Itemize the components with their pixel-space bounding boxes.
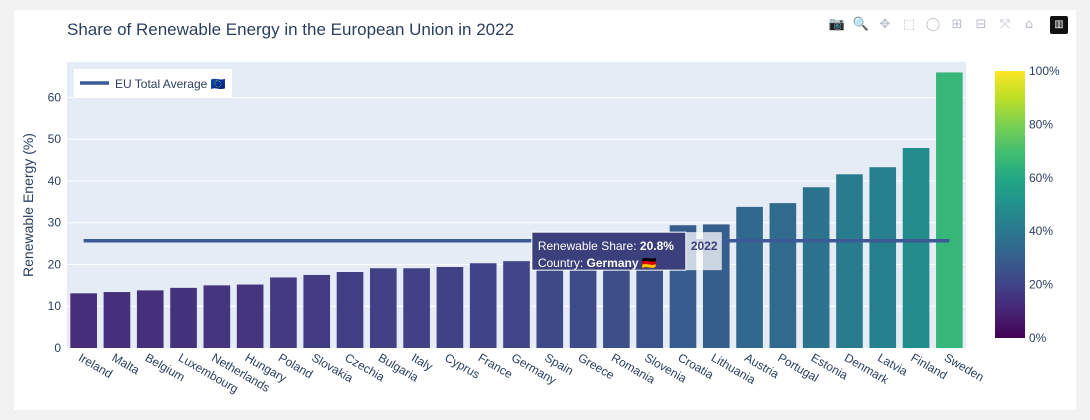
hover-line-share: Renewable Share: 20.8% [538,239,674,253]
x-tick-label: France [476,350,516,381]
legend-label: EU Total Average 🇪🇺 [115,77,226,91]
pan-icon[interactable]: ✥ [879,17,891,32]
bar-czechia [336,272,364,348]
colorbar-tick-label: 40% [1029,224,1053,238]
hover-tooltip-extra-box [685,232,722,271]
zoom-out-icon[interactable]: ⊟ [975,17,987,32]
hover-line-country: Country: Germany 🇩🇪 [538,256,657,270]
bar-bulgaria [369,268,397,348]
bar-luxembourg [170,287,197,348]
camera-icon[interactable]: 📷 [828,17,846,32]
y-tick-label: 30 [48,216,62,230]
zoom-in-icon[interactable]: ⊞ [951,17,963,32]
bar-denmark [836,174,863,348]
bar-estonia [802,187,830,348]
bar-netherlands [203,285,231,348]
colorbar-tick-label: 20% [1029,278,1053,292]
bar-malta [103,292,131,348]
x-tick-label: Greece [576,350,617,382]
y-tick-label: 0 [54,341,61,355]
bar-chart: 0 10 20 30 40 50 60 Renewable Energy (%) Ireland… [20,62,1060,396]
colorbar-tick-label: 100% [1029,64,1060,78]
x-tick-label: Cyprus [442,350,482,381]
bar-hungary [236,284,264,348]
bar-spain [536,255,564,348]
chart-title: Share of Renewable Energy in the Europea… [67,20,515,39]
y-tick-label: 40 [48,174,62,188]
zoom-icon[interactable]: 🔍 [852,17,870,32]
y-tick-label: 60 [48,90,62,104]
y-tick-label: 20 [48,257,62,271]
x-tick-label: Ireland [76,350,115,380]
bar-cyprus [436,267,464,348]
x-tick-label: Finland [909,350,950,382]
hover-extra-label: 2022 [691,239,718,253]
plotly-logo-icon[interactable]: ▥ [1050,16,1068,34]
chart-card: Share of Renewable Energy in the Europea… [14,10,1076,410]
bar-belgium [136,290,164,348]
bar-slovakia [303,274,331,348]
y-tick-label: 50 [48,132,62,146]
bar-poland [270,277,297,348]
bar-sweden [936,72,963,348]
y-axis-title: Renewable Energy (%) [20,133,36,277]
colorbar-tick-label: 60% [1029,171,1053,185]
bar-france [469,263,497,348]
bar-ireland [70,293,97,348]
y-tick-label: 10 [48,299,62,313]
colorbar [995,71,1025,338]
bar-italy [403,268,430,348]
hover-tooltip [531,231,687,271]
bar-latvia [869,167,897,348]
x-tick-label: Sweden [942,350,987,384]
colorbar-tick-label: 0% [1029,331,1047,345]
reset-axes-icon[interactable]: ⌂ [1024,17,1034,32]
x-tick-label: Malta [109,350,142,377]
bar-finland [902,148,930,348]
box-select-icon[interactable]: ⬚ [902,17,916,32]
bar-germany [503,261,530,348]
bar-austria [736,206,763,348]
lasso-select-icon[interactable]: ◯ [925,17,941,32]
modebar: 📷 🔍 ✥ ⬚ ◯ ⊞ ⊟ ⤧ ⌂ ▥ [828,16,1068,34]
bar-portugal [769,203,797,348]
autoscale-icon[interactable]: ⤧ [999,17,1011,32]
colorbar-tick-label: 80% [1029,117,1053,131]
